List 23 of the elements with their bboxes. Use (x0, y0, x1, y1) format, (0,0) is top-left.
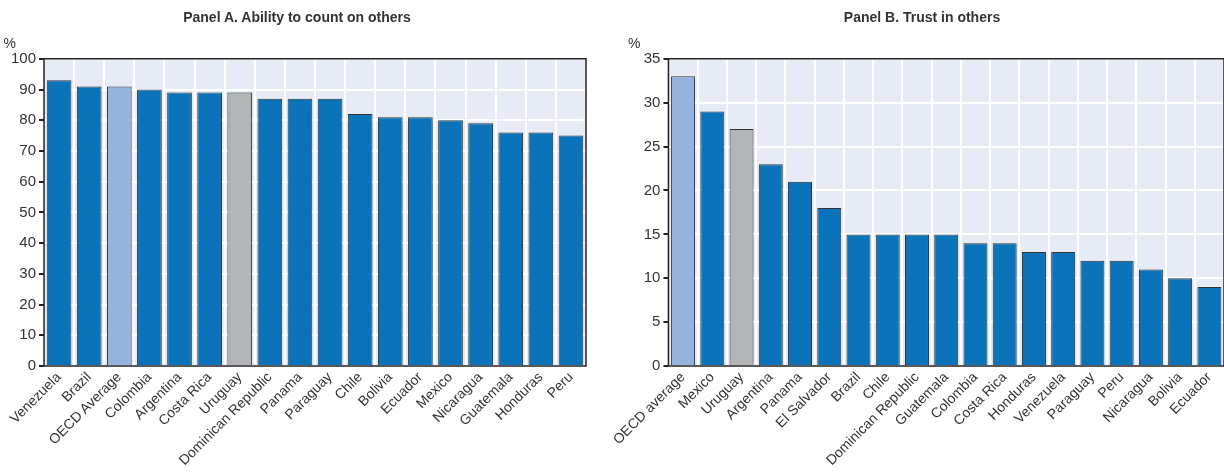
y-tick-label: 5 (652, 312, 661, 330)
y-tick-label: 35 (643, 48, 661, 66)
y-tick-label: 10 (643, 268, 661, 286)
y-axis-title: % (627, 34, 641, 51)
y-tick-label: 0 (27, 356, 37, 374)
y-tick-label: 30 (643, 92, 661, 110)
y-tick-label: 80 (19, 110, 37, 128)
y-tick-label: 70 (19, 141, 37, 159)
y-axis-title: % (3, 34, 17, 51)
y-tick-label: 60 (19, 171, 37, 189)
y-tick-label: 100 (11, 48, 37, 66)
y-tick-label: 90 (19, 79, 37, 97)
chart-title: Panel B. Trust in others (843, 9, 1001, 26)
y-tick-label: 20 (643, 180, 661, 198)
y-tick-label: 50 (19, 202, 37, 220)
y-tick-label: 20 (19, 294, 37, 312)
y-tick-label: 25 (643, 136, 661, 154)
y-tick-label: 30 (19, 264, 37, 282)
y-tick-label: 15 (643, 224, 661, 242)
y-tick-label: 40 (19, 233, 37, 251)
y-tick-label: 10 (19, 325, 37, 343)
y-tick-label: 0 (652, 356, 661, 374)
chart-title: Panel A. Ability to count on others (183, 9, 412, 26)
